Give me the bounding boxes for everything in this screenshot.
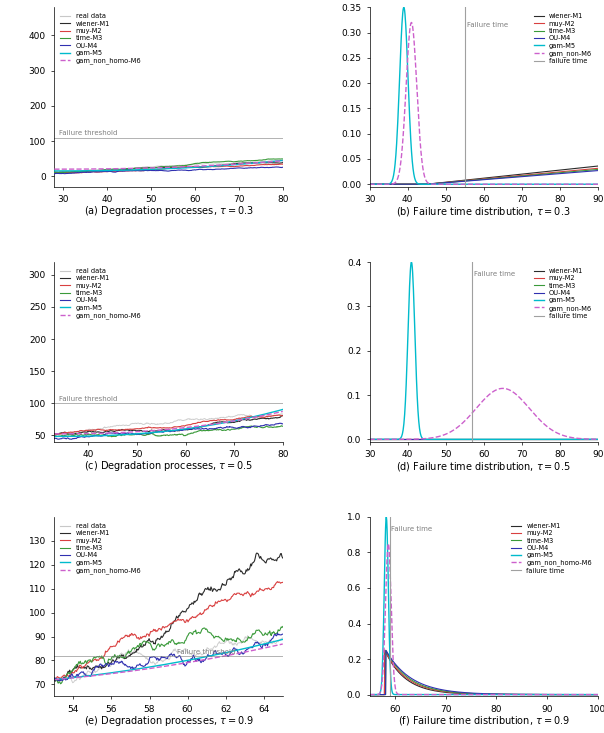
Title: (c) Degradation processes, $\tau = 0.5$: (c) Degradation processes, $\tau = 0.5$ (84, 459, 253, 473)
Title: (b) Failure time distribution, $\tau = 0.3$: (b) Failure time distribution, $\tau = 0… (396, 205, 571, 218)
Legend: wiener-M1, muy-M2, time-M3, OU-M4, gam-M5, gam_non-M6, failure time: wiener-M1, muy-M2, time-M3, OU-M4, gam-M… (531, 11, 594, 67)
Legend: wiener-M1, muy-M2, time-M3, OU-M4, gam-M5, gam_non_homo-M6, failure time: wiener-M1, muy-M2, time-M3, OU-M4, gam-M… (509, 520, 594, 576)
Legend: real data, wiener-M1, muy-M2, time-M3, OU-M4, gam-M5, gam_non_homo-M6: real data, wiener-M1, muy-M2, time-M3, O… (58, 11, 144, 67)
Legend: wiener-M1, muy-M2, time-M3, OU-M4, gam-M5, gam_non-M6, failure time: wiener-M1, muy-M2, time-M3, OU-M4, gam-M… (531, 265, 594, 322)
Title: (f) Failure time distribution, $\tau = 0.9$: (f) Failure time distribution, $\tau = 0… (398, 715, 570, 727)
Text: Failure threshold: Failure threshold (59, 396, 118, 402)
Text: Failure time: Failure time (467, 23, 508, 29)
Text: Failure time: Failure time (391, 526, 432, 532)
Text: Failure time: Failure time (474, 271, 515, 277)
Title: (e) Degradation processes, $\tau = 0.9$: (e) Degradation processes, $\tau = 0.9$ (83, 714, 254, 728)
Title: (d) Failure time distribution, $\tau = 0.5$: (d) Failure time distribution, $\tau = 0… (396, 460, 571, 473)
Text: Failure threshold: Failure threshold (177, 649, 235, 655)
Text: Failure threshold: Failure threshold (59, 130, 117, 136)
Legend: real data, wiener-M1, muy-M2, time-M3, OU-M4, gam-M5, gam_non_homo-M6: real data, wiener-M1, muy-M2, time-M3, O… (58, 265, 144, 322)
Legend: real data, wiener-M1, muy-M2, time-M3, OU-M4, gam-M5, gam_non_homo-M6: real data, wiener-M1, muy-M2, time-M3, O… (58, 520, 144, 576)
Title: (a) Degradation processes, $\tau = 0.3$: (a) Degradation processes, $\tau = 0.3$ (84, 205, 254, 218)
